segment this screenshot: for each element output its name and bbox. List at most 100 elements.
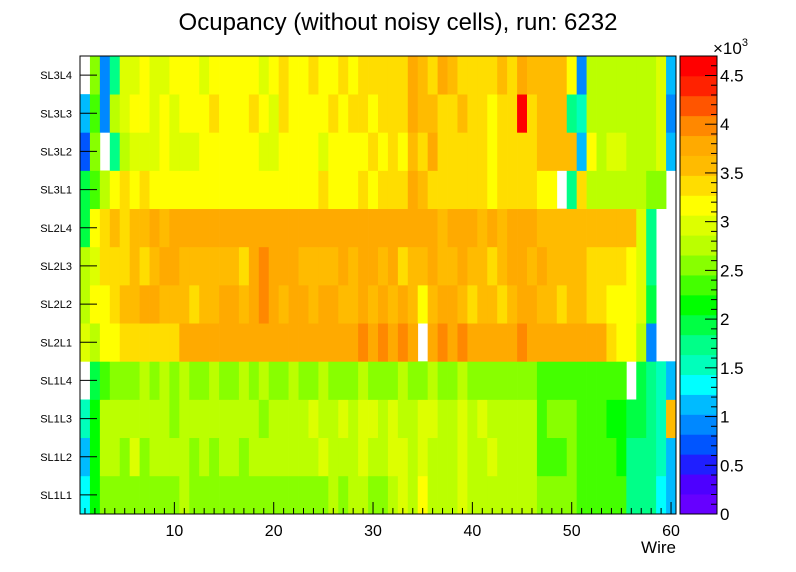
heatmap-cell bbox=[566, 361, 578, 400]
heatmap-cell bbox=[387, 399, 399, 439]
heatmap-cell bbox=[487, 56, 498, 95]
heatmap-cell bbox=[477, 437, 488, 477]
heatmap-cell bbox=[556, 132, 568, 171]
heatmap-cell bbox=[507, 56, 518, 95]
heatmap-cell bbox=[507, 323, 518, 362]
heatmap-cell bbox=[348, 132, 359, 171]
heatmap-cell bbox=[109, 208, 121, 248]
color-scale-segment bbox=[680, 334, 717, 356]
heatmap-cell bbox=[268, 94, 280, 133]
heatmap-cell bbox=[308, 475, 319, 515]
heatmap-cell bbox=[457, 208, 468, 248]
heatmap-cell bbox=[149, 56, 160, 95]
heatmap-cell bbox=[497, 208, 508, 248]
heatmap-cell bbox=[536, 437, 548, 477]
heatmap-cell bbox=[507, 132, 518, 171]
heatmap-cell bbox=[149, 170, 160, 210]
heatmap-cell bbox=[566, 399, 578, 439]
heatmap-cell bbox=[209, 475, 220, 515]
heatmap-cell bbox=[447, 285, 458, 324]
heatmap-cell bbox=[596, 437, 607, 477]
heatmap-cell bbox=[149, 475, 160, 515]
heatmap-cell bbox=[278, 323, 289, 362]
heatmap-cell bbox=[576, 208, 587, 248]
heatmap-cell bbox=[109, 56, 121, 95]
heatmap-cell bbox=[119, 323, 131, 362]
heatmap-cell bbox=[606, 399, 617, 439]
heatmap-cell bbox=[348, 285, 359, 324]
heatmap-cell bbox=[368, 285, 379, 324]
heatmap-cell bbox=[99, 323, 111, 362]
heatmap-cell bbox=[139, 285, 150, 324]
heatmap-cell bbox=[278, 56, 289, 95]
color-scale-segment bbox=[680, 374, 717, 395]
heatmap-cell bbox=[616, 56, 627, 95]
heatmap-cell bbox=[99, 361, 111, 400]
heatmap-cell bbox=[397, 170, 409, 210]
heatmap-cell bbox=[437, 132, 448, 171]
heatmap-cell bbox=[308, 323, 319, 362]
heatmap-cell bbox=[348, 323, 359, 362]
heatmap-cell bbox=[139, 170, 150, 210]
color-scale-segment bbox=[680, 175, 717, 196]
heatmap-cell bbox=[427, 285, 438, 324]
heatmap-cell bbox=[536, 285, 548, 324]
heatmap-cell bbox=[209, 132, 220, 171]
heatmap-cell bbox=[268, 285, 280, 324]
heatmap-cell bbox=[248, 56, 260, 95]
heatmap-cell bbox=[656, 132, 667, 171]
heatmap-cell bbox=[437, 170, 448, 210]
heatmap-cell bbox=[258, 246, 270, 286]
heatmap-cell bbox=[407, 323, 419, 362]
heatmap-cell bbox=[169, 323, 180, 362]
heatmap-cell bbox=[566, 132, 578, 171]
heatmap-cell bbox=[427, 170, 438, 210]
heatmap-cell bbox=[616, 94, 627, 133]
heatmap-cell bbox=[248, 170, 260, 210]
heatmap-cell bbox=[189, 132, 200, 171]
heatmap-cell bbox=[626, 285, 637, 324]
heatmap-cell bbox=[487, 170, 498, 210]
y-tick-label: SL2L1 bbox=[40, 337, 72, 349]
heatmap-cell bbox=[586, 285, 597, 324]
heatmap-cell bbox=[576, 399, 587, 439]
heatmap-cell bbox=[159, 94, 170, 133]
color-scale-segment bbox=[680, 394, 717, 415]
heatmap-cell bbox=[606, 475, 617, 515]
color-scale-ticks: 0 0.5 1 1.5 2 2.5 3 3.5 4 4.5 bbox=[705, 65, 744, 524]
heatmap-cell bbox=[556, 437, 568, 477]
heatmap-cell bbox=[497, 285, 508, 324]
heatmap-cell bbox=[407, 285, 419, 324]
heatmap-cell bbox=[288, 132, 299, 171]
heatmap-cell bbox=[229, 94, 240, 133]
heatmap-cell bbox=[576, 361, 587, 400]
heatmap-cell bbox=[298, 94, 309, 133]
heatmap-cell bbox=[556, 246, 568, 286]
heatmap-cell bbox=[129, 246, 140, 286]
heatmap-cell bbox=[119, 56, 131, 95]
heatmap-cell bbox=[338, 285, 349, 324]
heatmap-cell bbox=[238, 132, 250, 171]
heatmap-cell bbox=[527, 208, 538, 248]
heatmap-cell bbox=[99, 475, 111, 515]
heatmap-cell bbox=[258, 170, 270, 210]
heatmap-cell bbox=[328, 285, 339, 324]
heatmap-cell bbox=[586, 399, 597, 439]
heatmap-cell bbox=[238, 361, 250, 400]
heatmap-cell bbox=[417, 399, 429, 439]
heatmap-cell bbox=[626, 208, 637, 248]
heatmap-cell bbox=[477, 323, 488, 362]
heatmap-cell bbox=[229, 361, 240, 400]
heatmap-cell bbox=[139, 399, 150, 439]
heatmap-cell bbox=[397, 437, 409, 477]
heatmap-cell bbox=[576, 132, 587, 171]
heatmap-cell bbox=[358, 208, 369, 248]
heatmap-cell bbox=[646, 132, 657, 171]
heatmap-cell bbox=[397, 399, 409, 439]
heatmap-cell bbox=[417, 94, 429, 133]
heatmap-cell bbox=[606, 94, 617, 133]
heatmap-cell bbox=[288, 399, 299, 439]
heatmap-cell bbox=[477, 94, 488, 133]
heatmap-cell bbox=[576, 56, 587, 95]
heatmap-cell bbox=[556, 94, 568, 133]
